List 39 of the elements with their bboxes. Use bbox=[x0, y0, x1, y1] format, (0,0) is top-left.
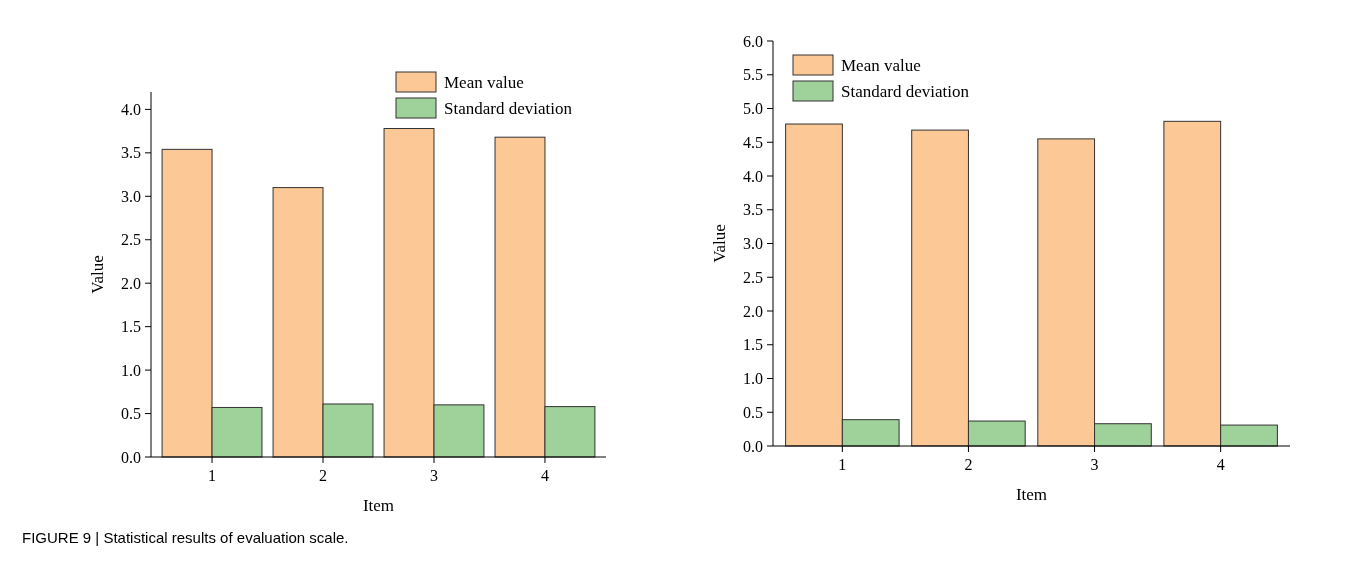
y-axis-title: Value bbox=[88, 255, 107, 294]
x-tick-label: 1 bbox=[208, 467, 217, 484]
x-axis-title: Item bbox=[362, 496, 395, 515]
legend-label: Standard deviation bbox=[841, 81, 970, 101]
y-tick-label: 3.5 bbox=[121, 144, 141, 162]
y-tick-label: 0.5 bbox=[121, 405, 141, 423]
y-tick-label: 4.5 bbox=[743, 133, 763, 151]
y-tick-label: 5.5 bbox=[743, 66, 763, 84]
y-tick-label: 1.0 bbox=[743, 370, 763, 388]
y-tick-label: 1.5 bbox=[743, 336, 763, 354]
x-tick-label: 2 bbox=[319, 467, 328, 484]
legend-label: Mean value bbox=[841, 55, 921, 75]
y-tick-label: 1.5 bbox=[121, 318, 141, 336]
y-tick-label: 4.0 bbox=[121, 100, 141, 118]
y-tick-label: 1.0 bbox=[121, 361, 141, 379]
x-tick-label: 1 bbox=[838, 456, 847, 473]
x-tick-label: 2 bbox=[964, 456, 973, 473]
y-tick-label: 6.0 bbox=[743, 32, 763, 50]
legend-label: Standard deviation bbox=[444, 98, 573, 118]
y-tick-label: 0.0 bbox=[743, 437, 763, 455]
y-tick-label: 2.0 bbox=[121, 274, 141, 292]
caption: FIGURE 9 | Statistical results of evaluation scale. bbox=[22, 529, 349, 546]
x-axis-title: Item bbox=[1015, 485, 1048, 504]
x-tick-label: 3 bbox=[1090, 456, 1099, 473]
y-tick-label: 0.5 bbox=[743, 403, 763, 421]
y-tick-label: 3.0 bbox=[743, 235, 763, 253]
y-tick-label: 2.0 bbox=[743, 302, 763, 320]
y-tick-label: 4.0 bbox=[743, 167, 763, 185]
legend-label: Mean value bbox=[444, 72, 524, 92]
y-tick-label: 2.5 bbox=[743, 268, 763, 286]
y-tick-label: 2.5 bbox=[121, 231, 141, 249]
x-tick-label: 4 bbox=[1216, 456, 1225, 473]
y-tick-label: 3.0 bbox=[121, 187, 141, 205]
y-axis-title: Value bbox=[710, 224, 729, 263]
x-tick-label: 4 bbox=[540, 467, 549, 484]
x-tick-label: 3 bbox=[429, 467, 438, 484]
y-tick-label: 5.0 bbox=[743, 100, 763, 118]
y-tick-label: 3.5 bbox=[743, 201, 763, 219]
y-tick-label: 0.0 bbox=[121, 448, 141, 466]
